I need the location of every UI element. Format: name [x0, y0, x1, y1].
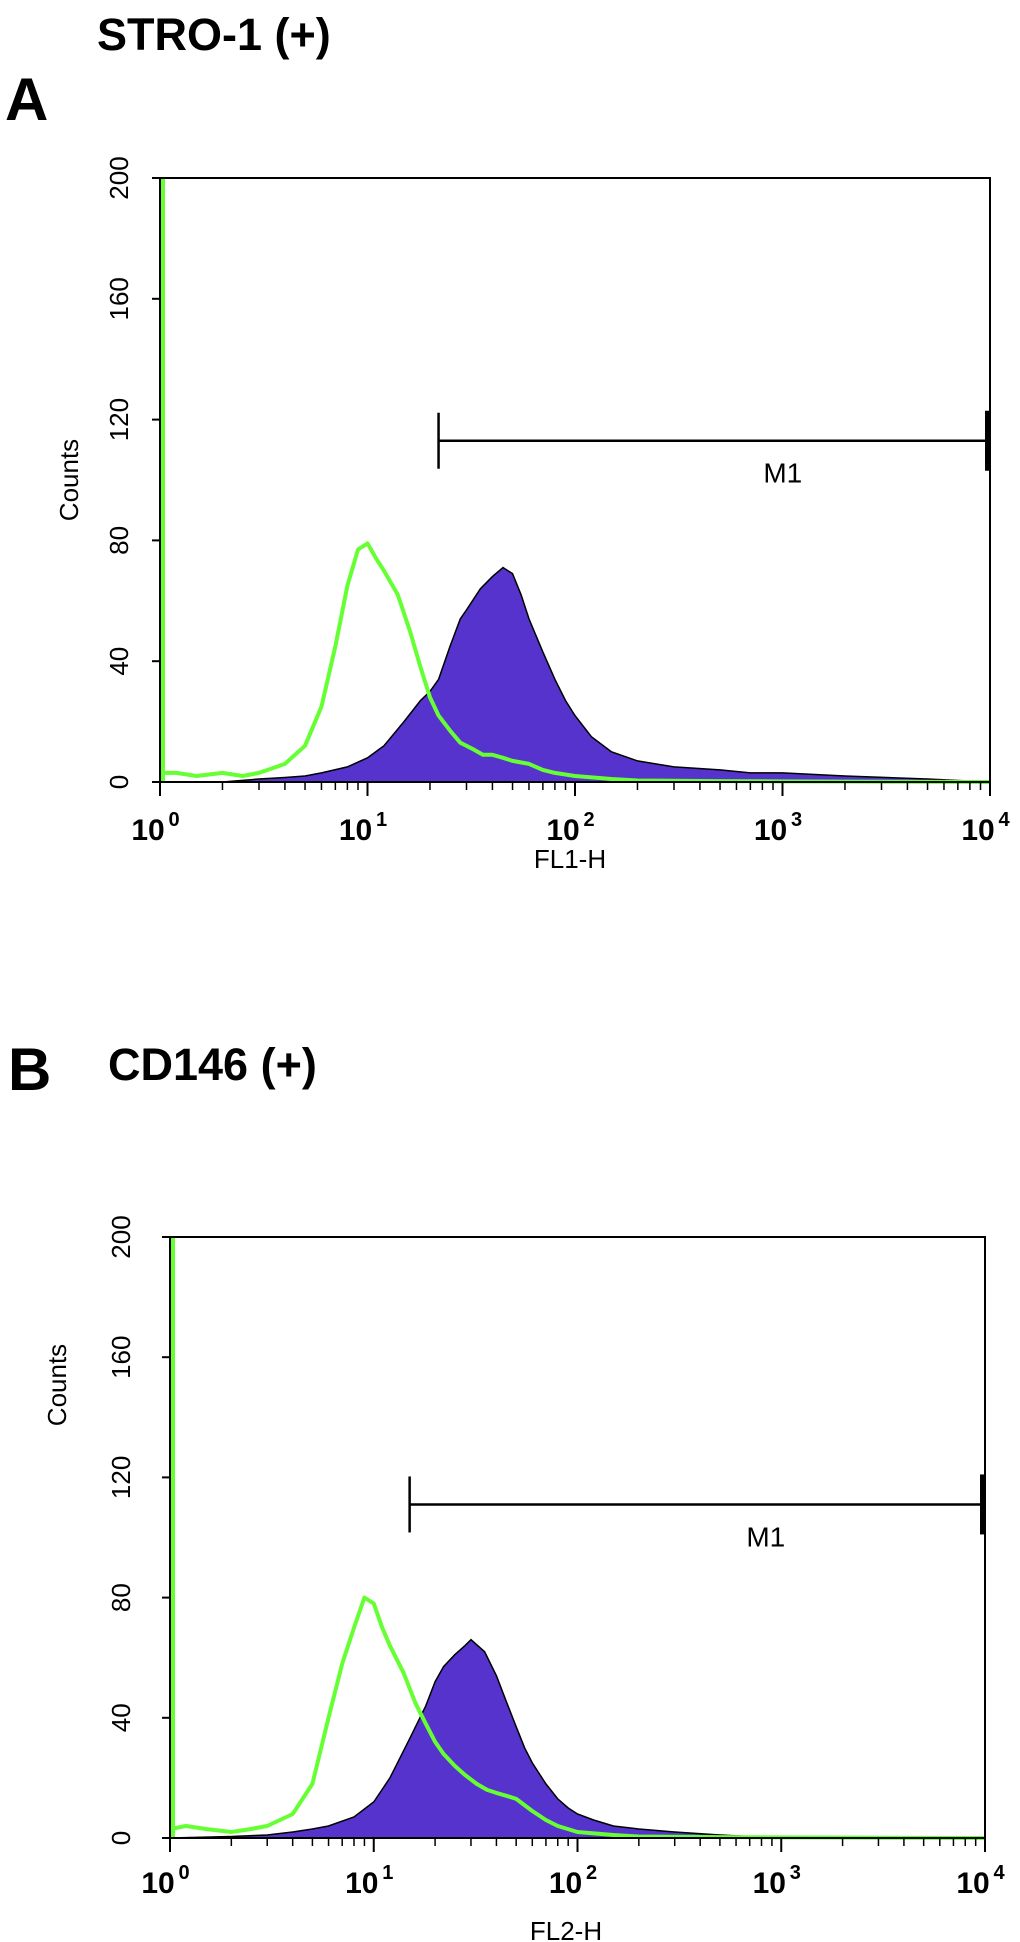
x-tick-exponent: 3: [790, 1862, 801, 1884]
y-tick-label: 120: [104, 398, 134, 441]
y-tick-label: 0: [106, 1831, 136, 1845]
x-tick-label: 10: [345, 1867, 378, 1900]
y-tick-label: 160: [106, 1336, 136, 1379]
panel-label: A: [5, 66, 48, 133]
x-tick-exponent: 4: [993, 1862, 1005, 1884]
marker-label: M1: [746, 1521, 785, 1552]
y-tick-label: 120: [106, 1456, 136, 1499]
x-tick-exponent: 0: [178, 1862, 189, 1884]
x-tick-label: 10: [956, 1867, 989, 1900]
x-tick-exponent: 1: [376, 809, 387, 831]
x-tick-label: 10: [131, 814, 164, 847]
x-tick-label: 10: [961, 814, 994, 847]
x-tick-label: 10: [546, 814, 579, 847]
y-axis-label: Counts: [42, 1344, 72, 1426]
y-tick-label: 0: [104, 775, 134, 789]
chart-title: CD146 (+): [108, 1039, 317, 1090]
y-tick-label: 200: [106, 1215, 136, 1258]
x-axis-label: FL1-H: [534, 844, 606, 874]
stained-histogram: [169, 1638, 986, 1839]
x-tick-exponent: 2: [586, 1862, 597, 1884]
control-histogram: [160, 541, 991, 784]
plot-frame: [159, 177, 991, 783]
y-tick-label: 40: [104, 647, 134, 676]
x-tick-exponent: 2: [583, 809, 594, 831]
x-tick-label: 10: [549, 1867, 582, 1900]
panel-label: B: [8, 1036, 51, 1103]
x-tick-exponent: 0: [168, 809, 179, 831]
y-tick-label: 160: [104, 277, 134, 320]
x-tick-label: 10: [339, 814, 372, 847]
marker-label: M1: [763, 458, 802, 489]
x-tick-label: 10: [753, 1867, 786, 1900]
x-tick-exponent: 1: [382, 1862, 393, 1884]
y-tick-label: 80: [106, 1583, 136, 1612]
marker-m1: M1: [408, 1474, 984, 1552]
y-tick-label: 40: [106, 1703, 136, 1732]
marker-m1: M1: [437, 410, 989, 489]
x-tick-label: 10: [754, 814, 787, 847]
control-histogram: [169, 1595, 986, 1840]
chart-title: STRO-1 (+): [97, 9, 331, 60]
plot-frame: [169, 1236, 986, 1839]
x-tick-exponent: 3: [791, 809, 802, 831]
x-axis-label: FL2-H: [530, 1916, 602, 1942]
y-tick-label: 200: [104, 156, 134, 199]
y-axis-label: Counts: [54, 439, 84, 521]
x-tick-label: 10: [141, 1867, 174, 1900]
x-tick-exponent: 4: [998, 809, 1010, 831]
y-tick-label: 80: [104, 526, 134, 555]
stained-histogram: [160, 566, 991, 783]
